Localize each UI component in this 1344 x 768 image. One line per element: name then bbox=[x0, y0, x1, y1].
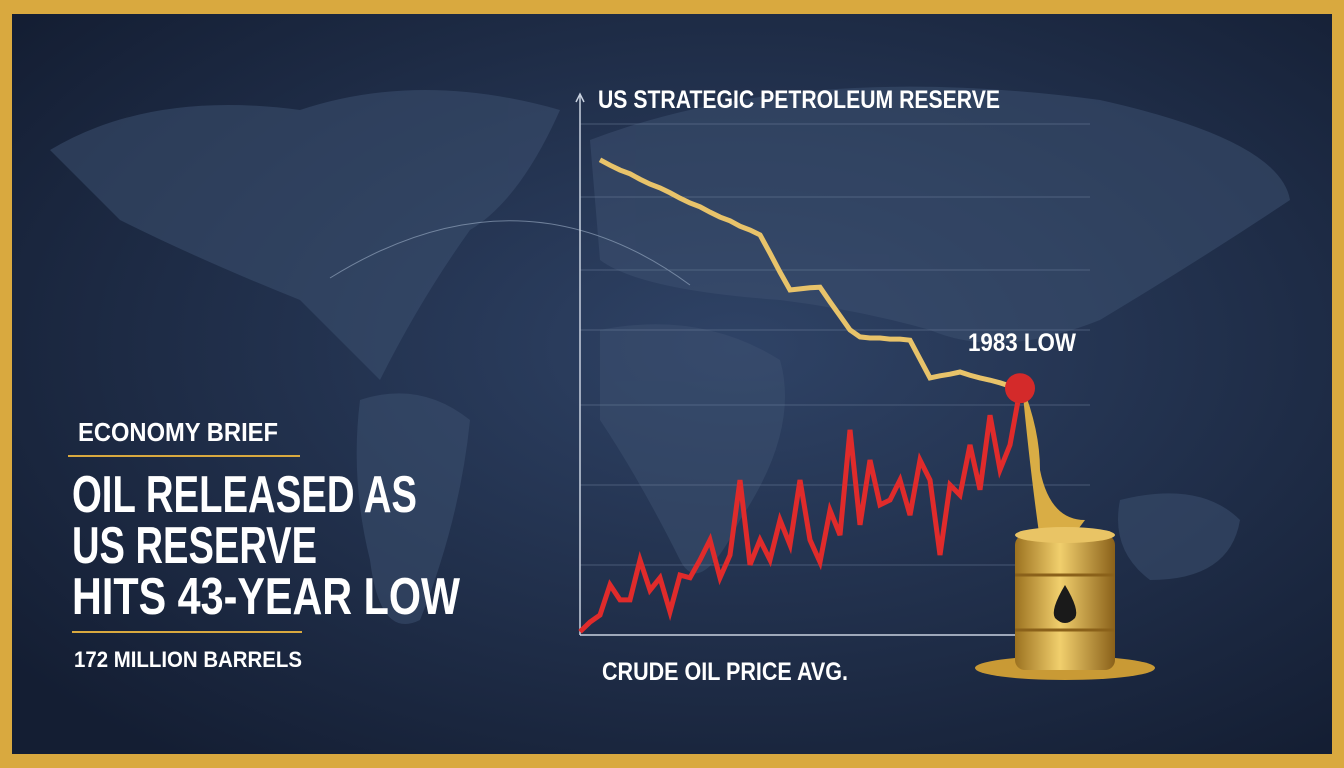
barrel bbox=[975, 385, 1155, 680]
annotation: 1983 LOW bbox=[968, 329, 1076, 357]
headline-line: HITS 43-YEAR LOW bbox=[72, 568, 461, 626]
grid-decoration bbox=[580, 123, 1090, 566]
headline-line: US RESERVE bbox=[72, 517, 317, 575]
headline-line: OIL RELEASED AS bbox=[72, 466, 417, 524]
kicker: ECONOMY BRIEF bbox=[78, 417, 278, 447]
series-label: CRUDE OIL PRICE AVG. bbox=[602, 658, 848, 686]
series-label: US STRATEGIC PETROLEUM RESERVE bbox=[598, 86, 1000, 114]
world-map bbox=[50, 86, 1290, 624]
data-line bbox=[598, 157, 1021, 391]
data-line bbox=[578, 389, 1023, 634]
axes bbox=[575, 92, 1040, 636]
flight-arc bbox=[329, 220, 691, 286]
low-point bbox=[1005, 373, 1035, 404]
subtext: 172 MILLION BARRELS bbox=[74, 647, 302, 672]
